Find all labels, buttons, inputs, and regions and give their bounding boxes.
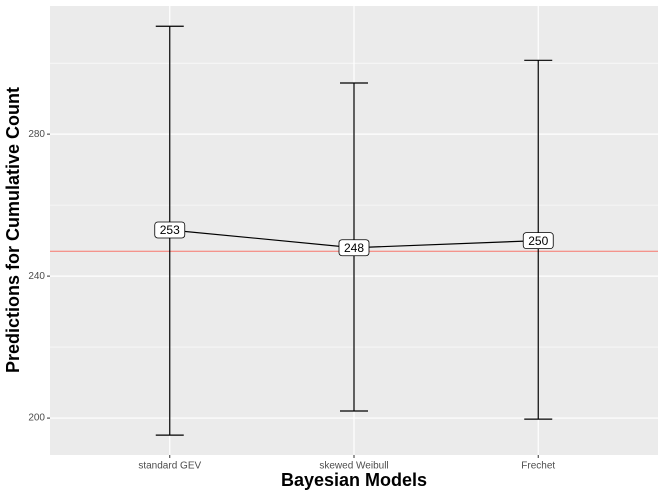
- y-axis-title: Predictions for Cumulative Count: [3, 87, 23, 373]
- x-tick-label: standard GEV: [138, 461, 201, 472]
- x-axis-title: Bayesian Models: [281, 470, 427, 490]
- label-box: [522, 232, 554, 250]
- data-label: 250: [528, 234, 548, 248]
- y-tick-label: 240: [28, 271, 45, 282]
- x-tick-label: skewed Weibull: [319, 461, 388, 472]
- y-tick-label: 200: [28, 413, 45, 424]
- label-box: [338, 239, 370, 257]
- label-box: [154, 221, 186, 239]
- x-tick-label: Frechet: [521, 461, 555, 472]
- data-label: 253: [160, 223, 180, 237]
- y-tick-label: 280: [28, 129, 45, 140]
- data-label: 248: [344, 241, 364, 255]
